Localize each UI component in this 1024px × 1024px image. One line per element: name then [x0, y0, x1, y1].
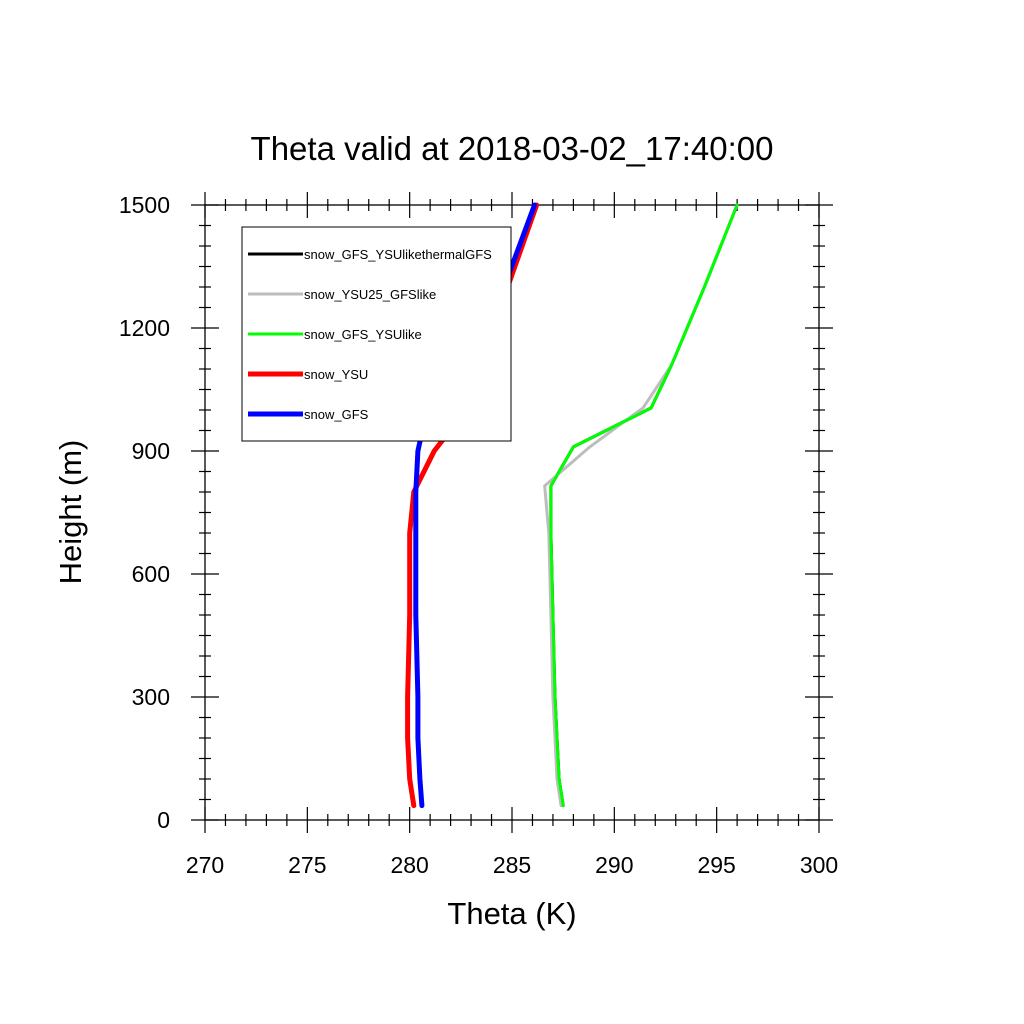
legend-label: snow_GFS_YSUlikethermalGFS — [304, 247, 492, 262]
x-tick-label: 275 — [288, 852, 326, 878]
x-tick-label: 280 — [390, 852, 428, 878]
x-tick-label: 295 — [697, 852, 735, 878]
legend: snow_GFS_YSUlikethermalGFS snow_YSU25_GFS… — [241, 226, 512, 442]
x-tick-label: 300 — [800, 852, 838, 878]
x-axis-tick-labels: 270 275 280 285 290 295 300 — [186, 852, 838, 878]
legend-label: snow_YSU — [304, 367, 368, 382]
x-axis-label: Theta (K) — [447, 896, 576, 931]
y-tick-label: 1200 — [119, 315, 170, 341]
legend-item: snow_GFS — [248, 407, 369, 422]
y-tick-label: 0 — [157, 807, 170, 833]
legend-label: snow_YSU25_GFSlike — [304, 287, 436, 302]
legend-item: snow_YSU — [248, 367, 368, 382]
axis-ticks — [191, 192, 833, 833]
y-axis-tick-labels: 0 300 600 900 1200 1500 — [119, 192, 170, 833]
y-tick-label: 1500 — [119, 192, 170, 218]
y-tick-label: 600 — [132, 561, 170, 587]
y-axis-label: Height (m) — [53, 440, 88, 585]
legend-item: snow_GFS_YSUlikethermalGFS — [248, 247, 492, 262]
series-line-snow_GFS_YSUlike — [549, 203, 739, 808]
x-tick-label: 270 — [186, 852, 224, 878]
legend-label: snow_GFS — [304, 407, 369, 422]
legend-item: snow_YSU25_GFSlike — [248, 287, 436, 302]
x-tick-label: 285 — [493, 852, 531, 878]
chart-title: Theta valid at 2018-03-02_17:40:00 — [251, 130, 774, 167]
legend-label: snow_GFS_YSUlike — [304, 327, 422, 342]
y-tick-label: 300 — [132, 684, 170, 710]
y-tick-label: 900 — [132, 438, 170, 464]
x-tick-label: 290 — [595, 852, 633, 878]
legend-item: snow_GFS_YSUlike — [248, 327, 422, 342]
